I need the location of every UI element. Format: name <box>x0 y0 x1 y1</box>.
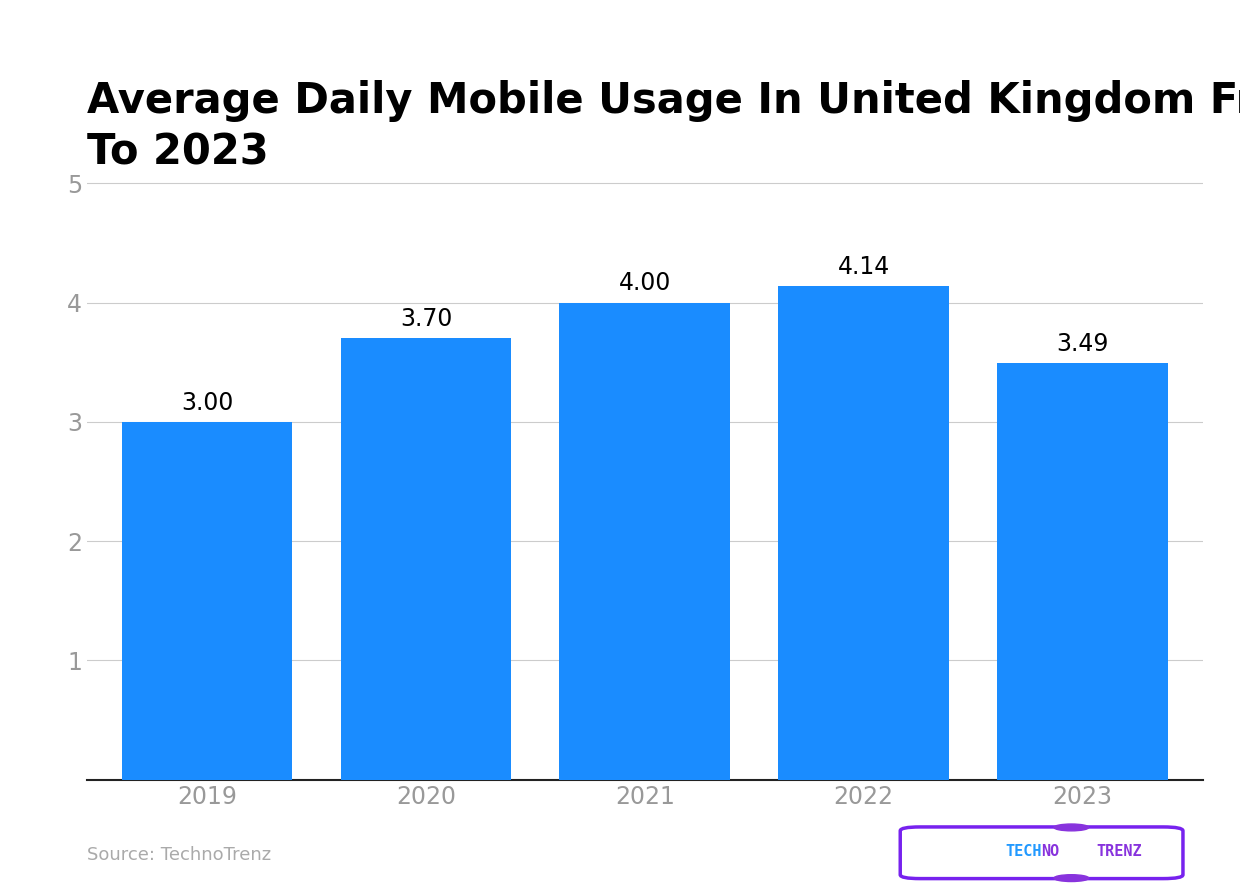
Bar <box>779 286 949 780</box>
Text: 3.70: 3.70 <box>399 307 453 331</box>
Text: TECH: TECH <box>1006 844 1042 859</box>
Text: TRENZ: TRENZ <box>1096 844 1142 859</box>
Text: Source: TechnoTrenz: Source: TechnoTrenz <box>87 846 270 864</box>
Text: 4.00: 4.00 <box>619 271 671 295</box>
Text: 4.14: 4.14 <box>837 255 890 279</box>
Circle shape <box>1054 824 1089 831</box>
Bar <box>559 303 730 780</box>
Bar <box>122 422 293 780</box>
Bar <box>997 363 1168 780</box>
Text: 3.49: 3.49 <box>1056 332 1109 356</box>
Text: Average Daily Mobile Usage In United Kingdom From 2019
To 2023: Average Daily Mobile Usage In United Kin… <box>87 80 1240 174</box>
Text: 3.00: 3.00 <box>181 391 233 415</box>
FancyBboxPatch shape <box>900 827 1183 879</box>
Circle shape <box>1054 874 1089 882</box>
Bar <box>341 338 511 780</box>
Text: NO: NO <box>1042 844 1060 859</box>
